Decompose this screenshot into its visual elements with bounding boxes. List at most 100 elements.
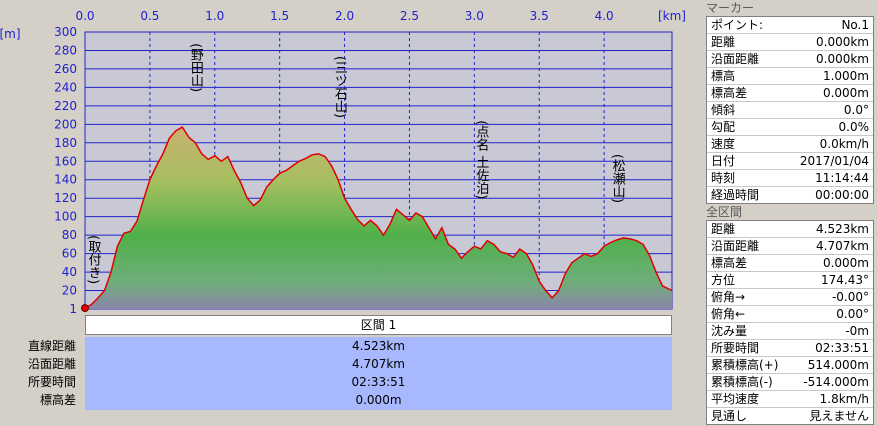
overall-row: 距離 4.523km [707,221,873,238]
elevation-fill [85,127,672,309]
y-tick-label: 1 [69,302,77,316]
x-tick-label: 1.5 [270,9,289,23]
marker-value: 0.000km [816,52,869,66]
overall-value: 174.43° [821,273,869,287]
marker-key: 時刻 [711,171,736,185]
peak-label: (点名 土佐泊) [473,120,489,199]
x-tick-label: 2.5 [400,9,419,23]
summary-label: 沿面距離 [27,357,76,371]
marker-row: 距離 0.000km [707,34,873,51]
section-summary-values: 4.523km 4.707km 02:33:51 0.000m [85,337,672,410]
marker-value: 0.000km [816,35,869,49]
marker-row: 速度 0.0km/h [707,136,873,153]
overall-value: 1.8km/h [819,392,869,406]
y-tick-label: 20 [62,284,77,298]
summary-value: 0.000m [355,393,402,407]
marker-value: 0.0% [838,120,870,134]
overall-value: 見えません [809,409,869,423]
marker-value: 0.000m [822,86,869,100]
peak-label: (野田山) [188,43,204,92]
elevation-line [84,126,673,309]
overall-key: 俯角← [711,307,746,321]
marker-row: 傾斜 0.0° [707,102,873,119]
overall-key: 平均速度 [711,392,760,406]
x-tick-label: 0.0 [75,9,94,23]
y-tick-label: 220 [54,99,77,113]
peak-labels: (野田山) (三ツ石山) (点名 土佐泊) (松瀬山) (取付き) [86,43,626,284]
marker-table: ポイント: No.1 距離 0.000km 沿面距離 0.000km 標高 1.000m… [706,16,874,204]
overall-row: 累積標高(+) 514.000m [707,357,873,374]
overall-row: 累積標高(-) -514.000m [707,374,873,391]
overall-value: 02:33:51 [815,341,869,355]
overall-row: 俯角→ -0.00° [707,289,873,306]
marker-row: 勾配 0.0% [707,119,873,136]
x-tick-label: 3.5 [530,9,549,23]
overall-row: 方位 174.43° [707,272,873,289]
overall-key: 方位 [711,273,736,287]
summary-value: 02:33:51 [351,375,406,389]
marker-key: ポイント: [711,18,764,32]
marker-value: 2017/01/04 [799,154,869,168]
overall-value: -0.00° [831,290,869,304]
overall-key: 沈み量 [711,324,748,338]
marker-point-dot[interactable] [81,304,89,313]
y-tick-label: 200 [54,117,77,131]
peak-label: (松瀬山) [610,154,626,203]
marker-key: 勾配 [711,120,736,134]
y-tick-label: 160 [54,154,77,168]
x-tick-label: 4.0 [595,9,614,23]
overall-key: 距離 [711,222,736,236]
summary-value: 4.707km [352,357,405,371]
marker-row: ポイント: No.1 [707,17,873,34]
overall-row: 沿面距離 4.707km [707,238,873,255]
marker-key: 速度 [711,137,736,151]
summary-label: 所要時間 [27,375,76,389]
y-tick-label: 140 [54,173,77,187]
y-tick-label: 40 [62,265,77,279]
summary-label: 直線距離 [27,339,76,353]
marker-row: 経過時間 00:00:00 [707,187,873,203]
marker-point[interactable] [81,304,89,313]
y-tick-label: 260 [54,62,77,76]
info-panel: マーカー ポイント: No.1 距離 0.000km 沿面距離 0.000km 標高 1… [704,0,877,426]
y-unit-label: [m] [0,27,21,41]
section-header[interactable]: 区間 1 [85,315,672,335]
y-tick-label: 100 [54,210,77,224]
y-tick-label: 240 [54,80,77,94]
x-tick-label: 3.0 [465,9,484,23]
overall-row: 所要時間 02:33:51 [707,340,873,357]
overall-key: 俯角→ [711,290,746,304]
x-tick-label: 1.0 [205,9,224,23]
x-tick-label: 2.0 [335,9,354,23]
marker-value: 0.0km/h [819,137,869,151]
marker-key: 標高差 [711,86,748,100]
y-tick-label: 120 [54,191,77,205]
overall-key: 累積標高(-) [711,375,773,389]
overall-key: 沿面距離 [711,239,760,253]
y-tick-label: 60 [62,247,77,261]
marker-value: 00:00:00 [815,188,869,202]
x-tick-label: 0.5 [140,9,159,23]
y-tick-label: 80 [62,228,77,242]
marker-row: 日付 2017/01/04 [707,153,873,170]
overall-key: 見通し [711,409,748,423]
section-summary-labels: 直線距離 沿面距離 所要時間 標高差 [0,337,84,409]
overall-value: 0.000m [822,256,869,270]
overall-table: 距離 4.523km 沿面距離 4.707km 標高差 0.000m 方位 174.43… [706,220,874,425]
overall-row: 俯角← 0.00° [707,306,873,323]
overall-row: 沈み量 -0m [707,323,873,340]
peak-label: (三ツ石山) [332,56,348,118]
overall-value: 4.707km [816,239,869,253]
marker-row: 沿面距離 0.000km [707,51,873,68]
overall-row: 標高差 0.000m [707,255,873,272]
y-tick-label: 300 [54,25,77,39]
marker-key: 経過時間 [711,188,760,202]
summary-label: 標高差 [39,393,76,407]
overall-key: 所要時間 [711,341,760,355]
marker-value: 1.000m [822,69,869,83]
marker-row: 標高 1.000m [707,68,873,85]
overall-row: 平均速度 1.8km/h [707,391,873,408]
summary-value: 4.523km [352,339,405,353]
elevation-profile-svg[interactable]: 3002802602402202001801601401201008060402… [0,0,700,426]
overall-section-title: 全区間 [704,204,877,220]
